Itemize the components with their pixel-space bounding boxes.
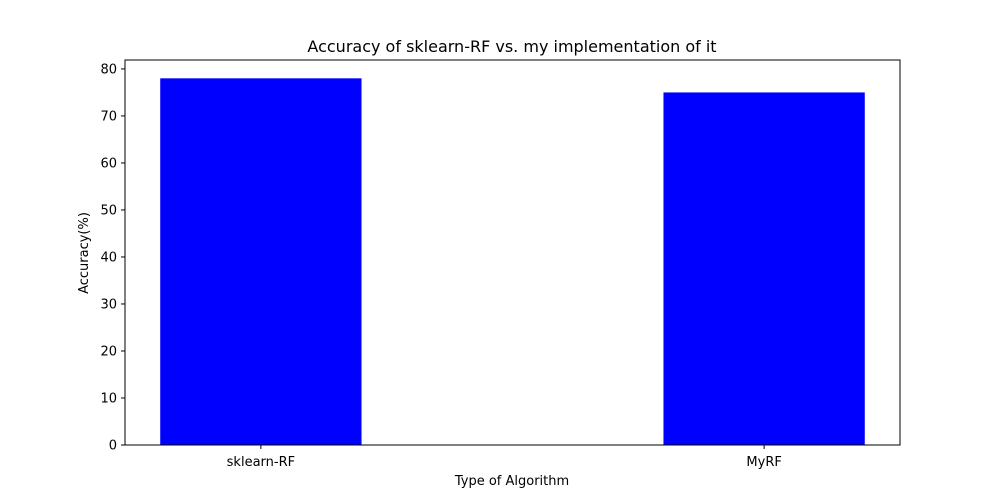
chart-title: Accuracy of sklearn-RF vs. my implementa… [307,37,716,56]
y-tick-label: 40 [100,250,117,265]
y-tick-label: 70 [100,109,117,124]
y-tick-label: 0 [109,439,117,454]
plot-area: 0 10 20 30 40 50 60 70 80 sklearn-RF MyRF [100,59,901,470]
axes-frame [124,59,901,446]
bar [663,92,865,445]
y-tick-label: 50 [100,203,117,218]
y-tick-label: 10 [100,391,117,406]
y-tick-label: 60 [100,156,117,171]
bar [160,78,362,445]
x-axis-label: Type of Algorithm [454,474,569,489]
y-tick-label: 20 [100,344,117,359]
x-tick-label: sklearn-RF [227,455,295,470]
x-tick-label: MyRF [746,455,781,470]
y-axis-label: Accuracy(%) [77,212,92,294]
y-tick-label: 30 [100,297,117,312]
y-tick-label: 80 [100,62,117,77]
